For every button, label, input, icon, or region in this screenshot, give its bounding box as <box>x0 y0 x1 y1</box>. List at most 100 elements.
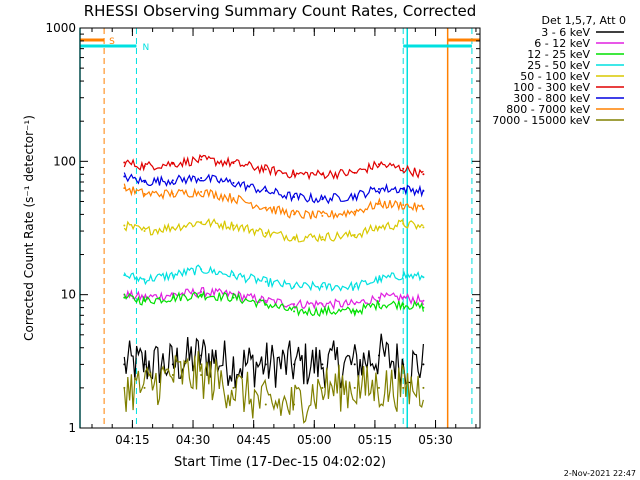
data-point <box>264 189 267 192</box>
data-point <box>353 194 356 197</box>
data-point <box>422 276 425 279</box>
data-point <box>321 173 324 176</box>
data-point <box>321 310 324 313</box>
data-point <box>353 234 356 237</box>
data-point <box>143 299 146 302</box>
legend-label: 6 - 12 keV <box>534 37 590 50</box>
data-point <box>264 168 267 171</box>
data-point <box>377 386 380 389</box>
data-point <box>353 386 356 389</box>
data-point <box>377 202 380 205</box>
data-point <box>200 158 203 161</box>
data-point <box>402 386 405 389</box>
data-point <box>143 230 146 233</box>
data-point <box>232 224 235 227</box>
data-point <box>200 221 203 224</box>
data-point <box>402 296 405 299</box>
legend-label: 7000 - 15000 keV <box>492 114 590 127</box>
footer-date: 2-Nov-2021 22:47 <box>564 469 636 478</box>
data-point <box>123 161 126 164</box>
data-point <box>171 192 174 195</box>
data-point <box>143 386 146 389</box>
series-0 <box>123 333 425 389</box>
y-axis-label: Corrected Count Rate (s⁻¹ detector⁻¹) <box>22 115 36 341</box>
data-point <box>321 303 324 306</box>
data-point <box>264 363 267 366</box>
data-point <box>200 290 203 293</box>
data-point <box>171 179 174 182</box>
data-point <box>264 403 267 406</box>
data-point <box>264 299 267 302</box>
data-point <box>123 296 126 299</box>
data-point <box>232 181 235 184</box>
x-axis-label: Start Time (17-Dec-15 04:02:02) <box>174 455 386 470</box>
data-point <box>321 214 324 217</box>
series-line <box>123 218 424 243</box>
data-point <box>200 268 203 271</box>
data-point <box>402 222 405 225</box>
series-line <box>123 333 424 389</box>
series-4 <box>123 218 425 243</box>
y-tick-label: 1000 <box>45 21 76 35</box>
night-label: N <box>142 43 149 53</box>
series-layer <box>123 153 425 424</box>
series-5 <box>123 153 425 181</box>
data-point <box>377 354 380 357</box>
data-point <box>232 274 235 277</box>
data-point <box>293 173 296 176</box>
data-point <box>353 310 356 313</box>
data-point <box>232 296 235 299</box>
data-point <box>293 363 296 366</box>
data-point <box>422 386 425 389</box>
data-point <box>171 296 174 299</box>
plot-area: S N 1 10 100 1000 04:15 04:30 04:45 05:00 05:15 05… <box>45 21 481 447</box>
data-point <box>293 196 296 199</box>
data-point <box>123 274 126 277</box>
data-point <box>123 187 126 190</box>
data-point <box>232 363 235 366</box>
axes-layer: 1 10 100 1000 04:15 04:30 04:45 05:00 05:15 05:30 <box>45 21 480 447</box>
data-point <box>402 274 405 277</box>
data-point <box>353 285 356 288</box>
data-point <box>293 310 296 313</box>
data-point <box>264 206 267 209</box>
data-point <box>377 163 380 166</box>
data-point <box>321 198 324 201</box>
data-point <box>377 188 380 191</box>
data-point <box>171 373 174 376</box>
data-point <box>353 171 356 174</box>
legend-label: 300 - 800 keV <box>513 92 590 105</box>
data-point <box>200 373 203 376</box>
data-point <box>321 236 324 239</box>
data-point <box>171 162 174 165</box>
data-point <box>377 296 380 299</box>
legend-label: 50 - 100 keV <box>520 70 590 83</box>
data-point <box>293 303 296 306</box>
series-line <box>123 290 424 317</box>
data-point <box>293 213 296 216</box>
series-3 <box>123 264 425 292</box>
data-point <box>422 207 425 210</box>
data-point <box>321 386 324 389</box>
x-tick-label: 04:15 <box>115 433 150 447</box>
data-point <box>402 204 405 207</box>
data-point <box>232 162 235 165</box>
x-tick-label: 04:30 <box>176 433 211 447</box>
data-point <box>422 299 425 302</box>
series-line <box>123 172 424 205</box>
data-point <box>143 180 146 183</box>
y-tick-label: 1 <box>68 421 76 435</box>
legend-label: 12 - 25 keV <box>527 48 590 61</box>
data-point <box>123 363 126 366</box>
data-point <box>232 197 235 200</box>
series-line <box>123 183 424 220</box>
data-point <box>321 363 324 366</box>
data-point <box>171 226 174 229</box>
series-7 <box>123 183 425 220</box>
y-tick-label: 100 <box>53 154 76 168</box>
saa-label: S <box>109 37 115 47</box>
data-point <box>123 224 126 227</box>
data-point <box>353 303 356 306</box>
